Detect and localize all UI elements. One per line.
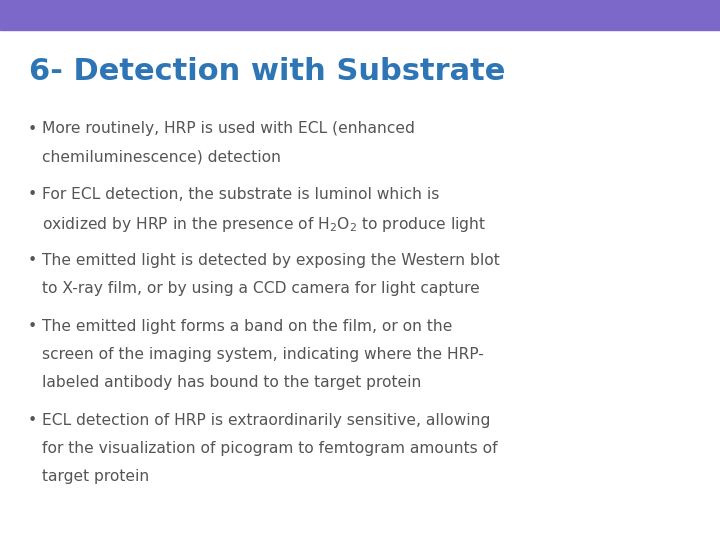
Text: •: • — [27, 253, 37, 268]
Text: for the visualization of picogram to femtogram amounts of: for the visualization of picogram to fem… — [42, 441, 498, 456]
Text: •: • — [27, 413, 37, 428]
Text: oxidized by HRP in the presence of $\mathregular{H_2O_2}$ to produce light: oxidized by HRP in the presence of $\mat… — [42, 215, 486, 234]
Bar — [0, 0, 720, 30]
Text: ECL detection of HRP is extraordinarily sensitive, allowing: ECL detection of HRP is extraordinarily … — [42, 413, 490, 428]
Text: For ECL detection, the substrate is luminol which is: For ECL detection, the substrate is lumi… — [42, 187, 439, 202]
Text: More routinely, HRP is used with ECL (enhanced: More routinely, HRP is used with ECL (en… — [42, 122, 415, 137]
Text: The emitted light forms a band on the film, or on the: The emitted light forms a band on the fi… — [42, 319, 452, 334]
Text: to X-ray film, or by using a CCD camera for light capture: to X-ray film, or by using a CCD camera … — [42, 281, 480, 296]
Text: •: • — [27, 187, 37, 202]
Text: chemiluminescence) detection: chemiluminescence) detection — [42, 150, 281, 165]
Text: •: • — [27, 319, 37, 334]
Text: 6- Detection with Substrate: 6- Detection with Substrate — [29, 57, 505, 86]
Text: The emitted light is detected by exposing the Western blot: The emitted light is detected by exposin… — [42, 253, 500, 268]
Text: target protein: target protein — [42, 469, 149, 484]
Text: screen of the imaging system, indicating where the HRP-: screen of the imaging system, indicating… — [42, 347, 484, 362]
Text: •: • — [27, 122, 37, 137]
Text: labeled antibody has bound to the target protein: labeled antibody has bound to the target… — [42, 375, 421, 390]
